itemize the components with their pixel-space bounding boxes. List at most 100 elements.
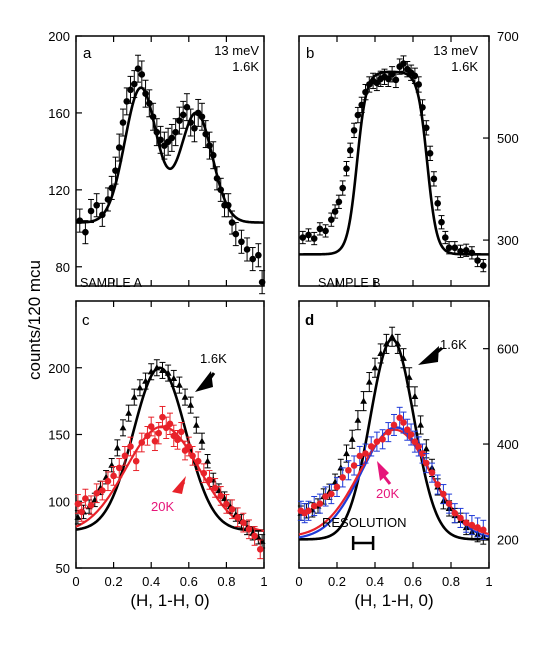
- panel-b-point-black: [328, 216, 335, 223]
- panel-a-point-black: [153, 128, 161, 136]
- panel-d-point-red: [373, 438, 381, 445]
- panel-c-point-black: [136, 384, 144, 391]
- panel-d-point-red: [390, 421, 398, 429]
- panel-b-point-black: [385, 75, 392, 83]
- panel-b-point-black: [339, 184, 347, 192]
- panel-c-point-red: [74, 500, 82, 508]
- panel-a-point-black: [232, 230, 240, 238]
- y-axis-label: counts/120 mcu: [25, 260, 44, 380]
- panel-c-x-tick-label: 0.2: [105, 574, 123, 589]
- panel-b-y-tick-label: 500: [497, 131, 519, 146]
- panel-b-point-black: [419, 104, 426, 111]
- panel-b-point-black: [462, 246, 470, 254]
- panel-d-point-red: [356, 452, 364, 460]
- panel-d-arrow-20k-shaft: [381, 474, 392, 485]
- panel-a-energy: 13 meV: [214, 43, 259, 58]
- panel-b-point-black: [343, 165, 350, 172]
- panel-d-point-red: [385, 428, 392, 436]
- panel-b-point-black: [451, 244, 459, 252]
- panel-d-point-red: [423, 459, 430, 467]
- panel-d-y-tick-label: 600: [497, 342, 519, 357]
- panel-b-y-tick-label: 300: [497, 233, 519, 248]
- panel-b-point-black: [415, 81, 423, 88]
- panel-d-point-red: [419, 450, 426, 457]
- panel-b-point-black: [411, 72, 419, 80]
- panel-c-point-black: [176, 381, 183, 388]
- panel-a-point-black: [138, 71, 146, 78]
- panel-a-point-black: [87, 207, 95, 215]
- panel-c-point-red: [132, 457, 140, 465]
- panel-a-y-tick-label: 200: [48, 29, 70, 44]
- panel-a-point-black: [168, 134, 176, 142]
- panel-c-point-black: [164, 369, 172, 376]
- panel-c-point-black: [113, 444, 121, 451]
- panel-c-point-black: [147, 368, 155, 375]
- panel-c-point-red: [127, 443, 134, 450]
- panel-c-point-red: [223, 500, 230, 508]
- panel-d-point-red: [457, 514, 464, 522]
- panel-b-point-black: [468, 249, 476, 257]
- panel-d-point-black: [422, 445, 430, 452]
- panel-c-x-tick-label: 0.4: [142, 574, 160, 589]
- panel-b: 300 500 700: [298, 29, 519, 287]
- panel-d-point-red: [445, 500, 453, 507]
- panel-c-arrow-1-6k: [195, 371, 213, 392]
- panel-a-point-black: [112, 167, 119, 174]
- panel-d-point-red: [362, 450, 369, 457]
- panel-c-point-red: [245, 525, 253, 533]
- panel-d-point-red: [345, 466, 352, 474]
- panel-b-temperature: 1.6K: [451, 59, 478, 74]
- panel-a-point-black: [99, 211, 106, 219]
- panel-c-point-red: [155, 429, 163, 437]
- panel-d-point-red: [333, 483, 341, 491]
- panel-c-point-red: [177, 428, 185, 436]
- panel-d-resolution-label: RESOLUTION: [322, 515, 407, 530]
- panel-a-point-black: [115, 144, 123, 151]
- panel-d-point-black: [371, 364, 379, 371]
- panel-b-sample-label: SAMPLE B: [318, 276, 381, 290]
- panel-c-arrow-20k-shaft: [175, 481, 186, 493]
- panel-c-point-black: [119, 424, 127, 431]
- panel-a-point-black: [119, 119, 127, 126]
- panel-c: 50 100 150 200 0 0.2 0.4 0.6 0.8 1: [48, 300, 268, 589]
- panel-d-point-black: [377, 349, 385, 357]
- panel-c-point-black: [125, 409, 133, 416]
- panel-b-point-black: [426, 150, 434, 157]
- panel-d-point-black: [348, 435, 356, 442]
- panel-b-point-black: [335, 198, 343, 206]
- panel-c-point-red: [217, 492, 225, 500]
- panel-a-y-tick-label: 80: [56, 260, 70, 275]
- panel-c-point-red: [234, 513, 241, 521]
- panel-b-point-black: [331, 208, 339, 215]
- panel-c-fit-black: [75, 366, 265, 532]
- panel-d-point-red: [451, 509, 459, 517]
- panel-a-point-black: [209, 151, 217, 159]
- panel-a-point-black: [198, 113, 206, 121]
- panel-d-point-black: [343, 449, 350, 457]
- panel-d-point-red: [350, 462, 358, 469]
- panel-c-point-black: [153, 364, 161, 371]
- panel-c-point-red: [185, 443, 193, 450]
- panel-a-point-black: [179, 111, 187, 119]
- panel-d-point-red: [474, 524, 481, 531]
- panel-b-point-black: [423, 124, 430, 132]
- panel-d-label-20k: 20K: [376, 486, 399, 501]
- panel-d-resolution-bar: [351, 536, 375, 550]
- panel-c-point-red: [256, 546, 264, 553]
- panel-d-point-black: [411, 392, 419, 399]
- panel-a-y-tick-label: 160: [48, 106, 70, 121]
- panel-a-point-black: [93, 201, 100, 209]
- panel-c-arrow-1-6k-shaft: [202, 372, 216, 388]
- panel-b-point-black: [442, 234, 449, 241]
- panel-d-point-red: [322, 493, 329, 500]
- panel-a-point-black: [176, 117, 183, 124]
- panel-c-point-black: [159, 366, 166, 374]
- panel-a-point-black: [243, 246, 251, 253]
- panel-d-point-black: [394, 340, 402, 347]
- panel-d-letter: d: [305, 312, 314, 329]
- panel-a-point-black: [134, 65, 142, 72]
- panel-b-point-black: [430, 175, 438, 183]
- panel-c-y-tick-label: 100: [48, 494, 70, 509]
- panel-c-point-red: [121, 452, 129, 460]
- panel-d-point-red: [428, 469, 436, 476]
